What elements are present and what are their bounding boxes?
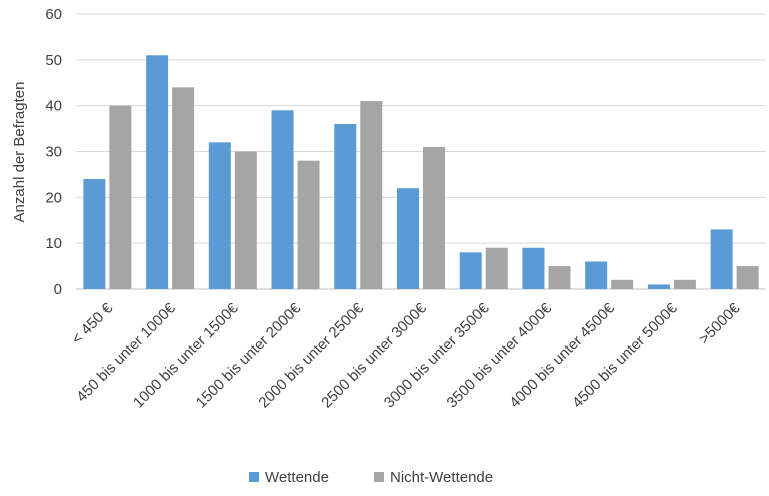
y-tick-label: 30 [45,144,62,161]
bar-wettende [397,188,419,289]
legend-swatch [374,472,384,482]
y-tick-label: 0 [54,281,62,298]
bar-nicht-wettende [297,160,320,289]
bar-nicht-wettende [673,279,696,289]
bar-wettende [208,142,231,289]
y-tick-label: 10 [45,235,62,252]
y-tick-label: 40 [45,98,62,115]
bar-wettende [334,124,357,289]
bar-nicht-wettende [172,87,195,289]
bar-nicht-wettende [611,279,634,289]
bar-wettende [83,179,106,289]
y-tick-label: 20 [45,189,62,206]
bar-wettende [522,247,545,289]
bar-nicht-wettende [485,247,508,289]
x-tick-label: >5000€ [696,299,744,347]
x-tick-label: 2000 bis unter 2500€ [255,299,367,411]
x-tick-label: < 450 € [68,299,116,347]
legend-swatch [249,472,259,482]
x-tick-label: 4000 bis unter 4500€ [506,299,618,411]
bars [83,55,759,290]
bar-nicht-wettende [234,151,257,289]
bar-wettende [271,110,294,289]
x-tick-label: 3000 bis unter 3500€ [381,299,493,411]
legend-label: Wettende [265,469,329,486]
bar-nicht-wettende [736,266,759,289]
bar-nicht-wettende [109,105,132,290]
x-tick-label: 1500 bis unter 2000€ [193,299,305,411]
bar-wettende [146,55,169,289]
bar-wettende [710,229,733,289]
x-tick-label: 3500 bis unter 4000€ [444,299,556,411]
bar-nicht-wettende [360,101,383,289]
bar-nicht-wettende [423,146,445,289]
x-tick-label: 2500 bis unter 3000€ [318,299,430,411]
y-tick-label: 50 [45,52,62,69]
bar-wettende [647,284,670,289]
x-tick-label: 1000 bis unter 1500€ [130,299,242,411]
legend: Wettende Nicht-Wettende [249,469,493,486]
x-tick-label: 4500 bis unter 5000€ [569,299,681,411]
legend-item-nicht-wettende: Nicht-Wettende [374,469,493,486]
legend-item-wettende: Wettende [249,469,329,486]
bar-nicht-wettende [548,266,571,289]
legend-label: Nicht-Wettende [390,469,493,486]
bar-wettende [459,252,482,289]
y-tick-label: 60 [45,6,62,23]
y-axis-title: Anzahl der Befragten [11,82,28,223]
bar-wettende [585,261,608,289]
